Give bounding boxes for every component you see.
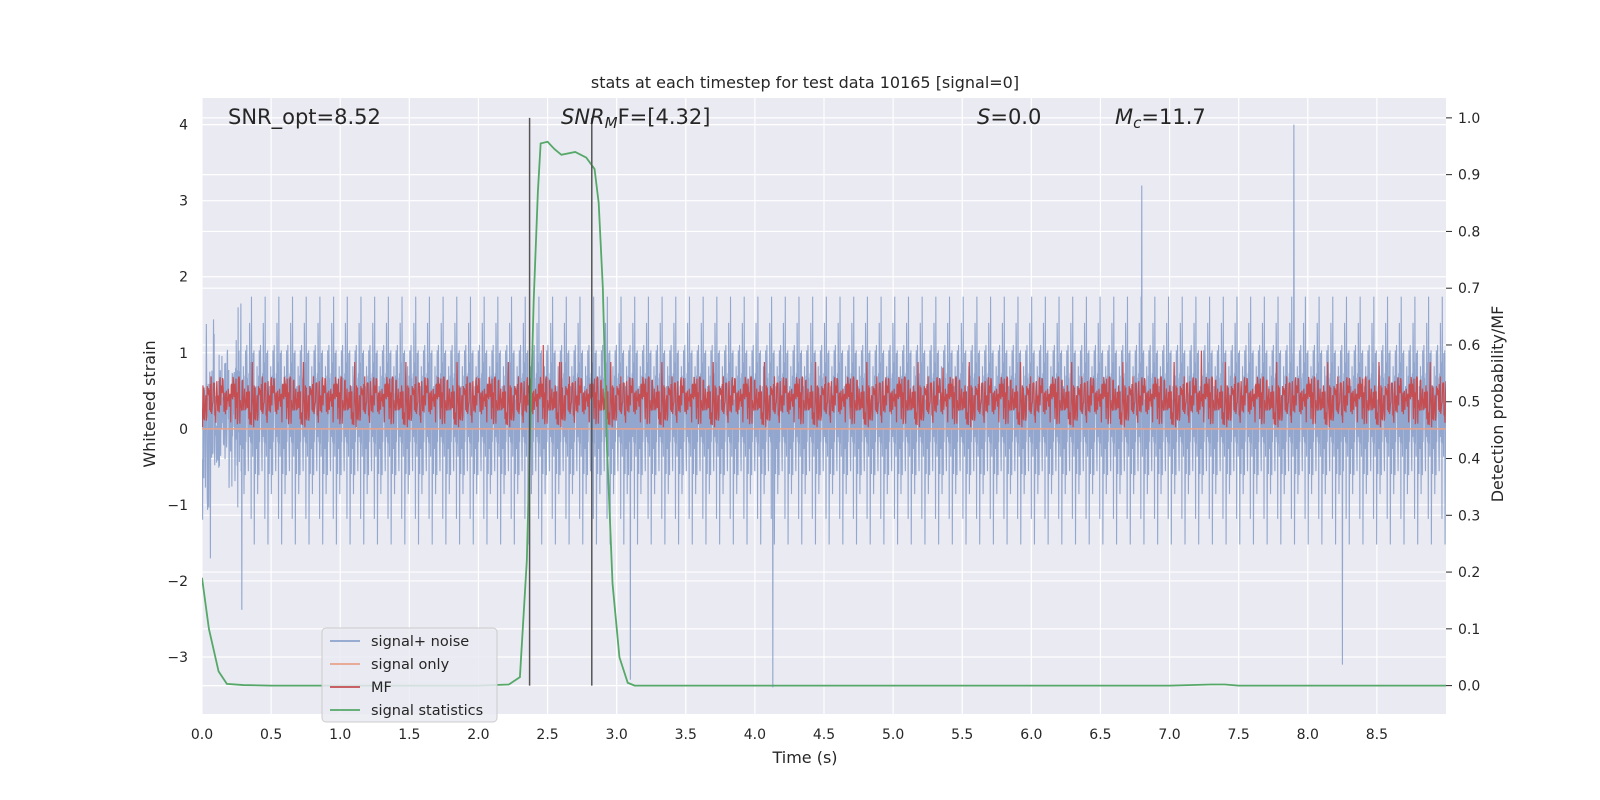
- x-axis-label: Time (s): [771, 748, 837, 767]
- y-axis-ticks: −3 −2 −1 0 1 2 3 4: [167, 118, 188, 666]
- y-right-tick-label-8: 0.8: [1458, 224, 1480, 240]
- y-right-tick-label-0: 0.0: [1458, 679, 1480, 695]
- y-right-tick-label-6: 0.6: [1458, 338, 1480, 354]
- x-tick-label-10: 5.0: [882, 727, 904, 743]
- y-tick-label-3: 0: [179, 422, 188, 438]
- annotation-mc: Mc=11.7: [1115, 105, 1206, 132]
- x-tick-label-6: 3.0: [606, 727, 628, 743]
- y-right-tick-label-4: 0.4: [1458, 452, 1480, 468]
- annotation-s-value: =0.0: [990, 105, 1041, 129]
- y-right-axis-label: Detection probability/MF: [1488, 306, 1507, 503]
- x-tick-label-16: 8.0: [1297, 727, 1319, 743]
- mf-line: [202, 344, 1446, 428]
- annotation-snr-mf: SNRMF=[4.32]: [561, 105, 710, 132]
- y-tick-label-2: −1: [167, 498, 188, 514]
- legend-label-mf: MF: [371, 680, 392, 696]
- x-tick-label-13: 6.5: [1089, 727, 1111, 743]
- legend-box: [321, 627, 498, 723]
- x-tick-label-4: 2.0: [467, 727, 489, 743]
- x-axis-ticks: 0.0 0.5 1.0 1.5 2.0 2.5 3.0 3.5 4.0 4.5 5.0 5.5 6.0 6…: [191, 727, 1388, 743]
- y-tick-label-4: 1: [179, 346, 188, 362]
- x-tick-label-14: 7.0: [1158, 727, 1180, 743]
- legend-label-signal-statistics: signal statistics: [371, 703, 483, 719]
- annotation-s-symbol: S: [977, 105, 990, 129]
- legend-label-signal-only: signal only: [371, 657, 450, 673]
- x-tick-label-8: 4.0: [744, 727, 766, 743]
- annotation-mc-symbol: M: [1115, 105, 1133, 129]
- legend-label-signal-noise: signal+ noise: [371, 634, 469, 650]
- series-mf: [202, 344, 1446, 428]
- annotation-snr-mf-main: SNR: [561, 105, 605, 129]
- x-tick-label-2: 1.0: [329, 727, 351, 743]
- y-tick-label-6: 3: [179, 194, 188, 210]
- y-right-tick-label-10: 1.0: [1458, 111, 1480, 127]
- y-right-tick-label-5: 0.5: [1458, 395, 1480, 411]
- vertical-lines: [528, 117, 593, 686]
- x-tick-label-12: 6.0: [1020, 727, 1042, 743]
- y-axis-label: Whitened strain: [140, 340, 159, 467]
- y-right-axis-ticks: 0.0 0.1 0.2 0.3 0.4 0.5 0.6 0.7 0.8 0.9 1.0: [1446, 111, 1480, 695]
- x-tick-label-0: 0.0: [191, 727, 213, 743]
- y-tick-label-0: −3: [167, 650, 188, 666]
- x-tick-label-17: 8.5: [1366, 727, 1388, 743]
- legend: signal+ noise signal only MF signal stat…: [321, 627, 498, 723]
- x-tick-label-11: 5.5: [951, 727, 973, 743]
- annotation-s: S=0.0: [977, 105, 1041, 129]
- annotation-mc-value: =11.7: [1141, 105, 1205, 129]
- annotation-snr-mf-sub: M: [605, 114, 618, 132]
- annotation-snr-opt: SNR_opt=8.52: [228, 105, 381, 130]
- x-tick-label-1: 0.5: [260, 727, 282, 743]
- x-tick-label-15: 7.5: [1228, 727, 1250, 743]
- y-right-tick-label-3: 0.3: [1458, 508, 1480, 524]
- y-right-tick-label-7: 0.7: [1458, 281, 1480, 297]
- chart-title: stats at each timestep for test data 101…: [591, 73, 1019, 92]
- x-tick-label-3: 1.5: [398, 727, 420, 743]
- x-tick-label-5: 2.5: [536, 727, 558, 743]
- x-tick-label-9: 4.5: [813, 727, 835, 743]
- annotation-snr-mf-rest: F=[4.32]: [618, 105, 711, 129]
- y-right-tick-label-9: 0.9: [1458, 168, 1480, 184]
- y-tick-label-5: 2: [179, 270, 188, 286]
- y-right-tick-label-2: 0.2: [1458, 565, 1480, 581]
- x-tick-label-7: 3.5: [675, 727, 697, 743]
- annotation-mc-sub: c: [1133, 114, 1142, 132]
- y-tick-label-7: 4: [179, 118, 188, 134]
- y-right-tick-label-1: 0.1: [1458, 622, 1480, 638]
- y-tick-label-1: −2: [167, 574, 188, 590]
